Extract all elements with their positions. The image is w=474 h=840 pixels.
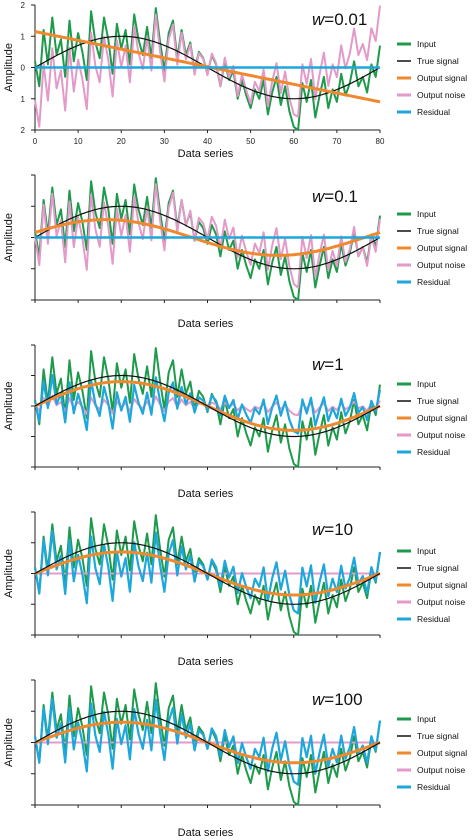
x-axis-label: Data series: [178, 656, 234, 668]
panel-title: w=10: [312, 520, 353, 539]
panel-3: w=1 Amplitude Data series Input True signal O…: [3, 344, 467, 500]
legend-label: Output signal: [417, 243, 467, 253]
x-tick-label: 40: [203, 137, 212, 146]
title-variable: w: [312, 10, 326, 29]
x-axis-label: Data series: [178, 827, 234, 839]
legend-label: Input: [417, 546, 437, 556]
series-residual: [33, 374, 382, 435]
title-value: =10: [324, 520, 353, 539]
y-axis-label: Amplitude: [3, 43, 15, 92]
legend-label: Output signal: [417, 413, 467, 423]
x-tick-label: 70: [332, 137, 341, 146]
x-axis-label: Data series: [178, 148, 234, 160]
legend-label: Output signal: [417, 73, 467, 83]
legend-label: Output noise: [417, 597, 465, 607]
x-axis-label: Data series: [178, 318, 234, 330]
legend-label: Input: [417, 39, 437, 49]
panel-title: w=0.1: [312, 187, 358, 206]
legend-label: Residual: [417, 277, 450, 287]
panel-2: w=0.1 Amplitude Data series Input True signa…: [3, 174, 467, 330]
legend-label: True signal: [417, 731, 459, 741]
title-variable: w: [312, 520, 326, 539]
x-tick-label: 20: [117, 137, 126, 146]
series-true-signal: [34, 710, 381, 775]
title-value: =1: [324, 355, 343, 374]
x-tick-label: 60: [289, 137, 298, 146]
legend-label: Residual: [417, 107, 450, 117]
legend-label: Output signal: [417, 580, 467, 590]
panel-5: w=100 Amplitude Data series Input True signa…: [3, 679, 467, 839]
legend-label: Output noise: [417, 430, 465, 440]
title-value: =100: [324, 690, 362, 709]
title-variable: w: [312, 187, 326, 206]
x-axis-label: Data series: [178, 488, 234, 500]
legend-label: Output noise: [417, 260, 465, 270]
series-residual: [33, 697, 382, 786]
title-value: =0.01: [324, 10, 367, 29]
title-variable: w: [312, 355, 326, 374]
series-input: [34, 347, 381, 468]
y-tick-label: 1: [21, 95, 26, 104]
legend-label: True signal: [417, 396, 459, 406]
x-tick-label: 30: [160, 137, 169, 146]
series-true-signal: [34, 374, 381, 438]
legend-label: Output signal: [417, 748, 467, 758]
y-tick-label: 1: [21, 32, 26, 41]
series-output-noise: [34, 183, 381, 289]
y-tick-label: 2: [21, 1, 26, 10]
y-axis-label: Amplitude: [3, 213, 15, 262]
y-axis-label: Amplitude: [3, 549, 15, 598]
legend-label: Input: [417, 209, 437, 219]
series-output-signal: [34, 218, 381, 257]
y-axis-label: Amplitude: [3, 382, 15, 431]
y-tick-label: 2: [21, 126, 26, 135]
panel-title: w=0.01: [312, 10, 367, 29]
y-tick-label: 0: [21, 64, 26, 73]
legend-label: True signal: [417, 563, 459, 573]
x-tick-label: 50: [246, 137, 255, 146]
legend-label: Residual: [417, 782, 450, 792]
legend-label: True signal: [417, 56, 459, 66]
x-tick-label: 10: [74, 137, 83, 146]
title-value: =0.1: [324, 187, 358, 206]
panel-title: w=100: [312, 690, 363, 709]
legend-label: Residual: [417, 447, 450, 457]
legend-label: Input: [417, 379, 437, 389]
legend-label: True signal: [417, 226, 459, 236]
legend-label: Output noise: [417, 90, 465, 100]
panel-4: w=10 Amplitude Data series Input True signal…: [3, 511, 467, 668]
legend-label: Output noise: [417, 765, 465, 775]
panel-title: w=1: [312, 355, 344, 374]
x-tick-label: 80: [376, 137, 385, 146]
legend-label: Residual: [417, 614, 450, 624]
title-variable: w: [312, 690, 326, 709]
x-tick-label: 0: [33, 137, 38, 146]
series-true-signal: [34, 542, 381, 605]
y-axis-label: Amplitude: [3, 718, 15, 767]
legend-label: Input: [417, 714, 437, 724]
